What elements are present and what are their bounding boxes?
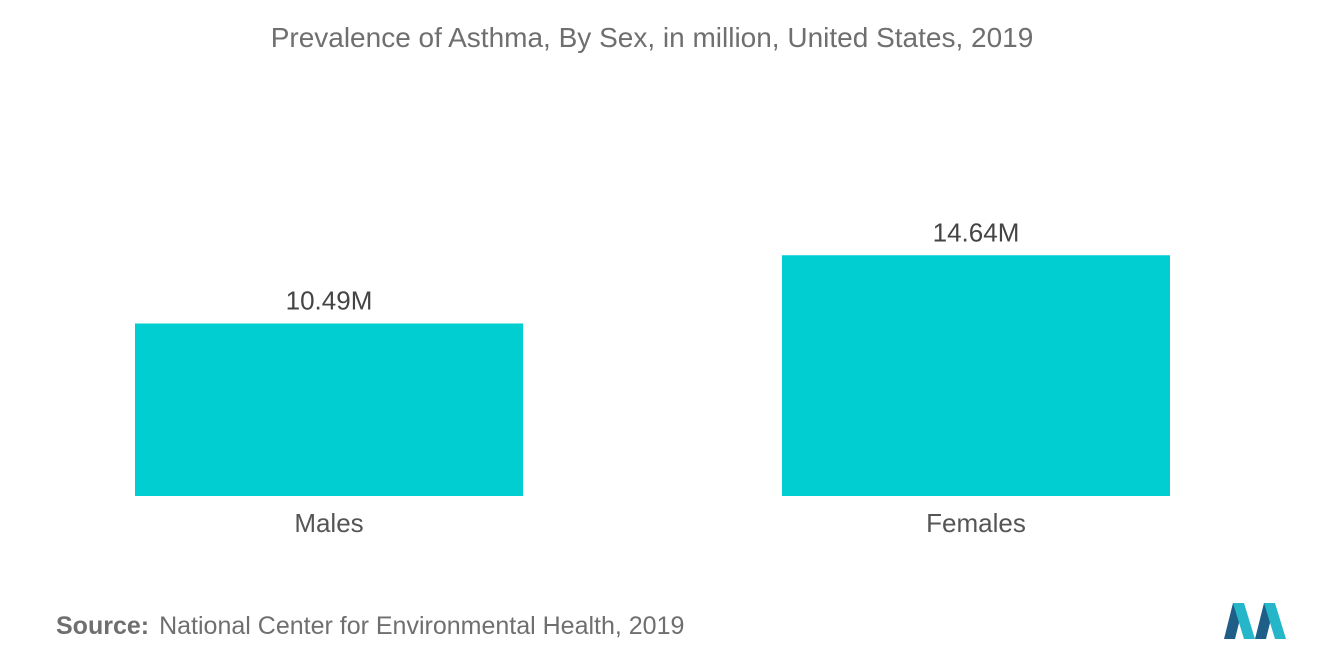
category-label-males: Males	[294, 508, 363, 538]
bar-males	[135, 323, 523, 496]
bar-chart: 10.49M Males 14.64M Females	[135, 217, 1170, 538]
source-text: National Center for Environmental Health…	[159, 612, 685, 640]
value-label-males: 10.49M	[286, 285, 373, 315]
source-label: Source:	[56, 612, 150, 640]
category-label-females: Females	[926, 508, 1026, 538]
brand-logo-icon	[1224, 603, 1286, 639]
value-label-females: 14.64M	[933, 217, 1020, 247]
chart-title: Prevalence of Asthma, By Sex, in million…	[270, 22, 1034, 53]
bar-females	[782, 255, 1170, 496]
source-note: Source: National Center for Environmental…	[56, 612, 684, 641]
